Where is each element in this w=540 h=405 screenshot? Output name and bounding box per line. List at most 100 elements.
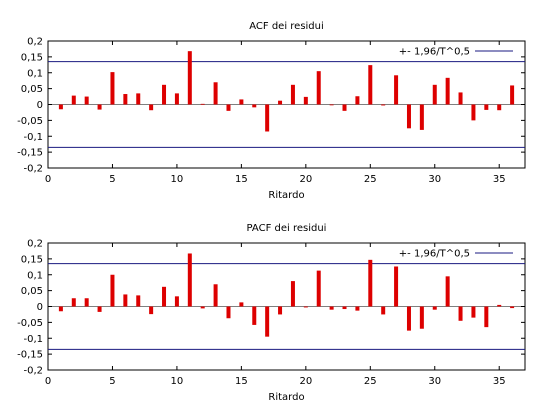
pacf-bar: [136, 295, 141, 307]
acf-bar: [381, 104, 386, 106]
acf-bar: [471, 104, 476, 121]
pacf-title: PACF dei residui: [247, 223, 327, 234]
acf-ytick-label: -0,1: [23, 132, 43, 143]
pacf-bar: [316, 270, 321, 307]
pacf-xtick-label: 15: [235, 376, 248, 387]
pacf-bar: [123, 294, 128, 307]
pacf-bar: [213, 284, 218, 307]
acf-bar: [71, 95, 76, 105]
acf-bar: [123, 94, 128, 105]
acf-bar: [510, 85, 515, 105]
acf-ytick-label: 0,2: [27, 37, 43, 48]
acf-bar: [84, 96, 89, 105]
pacf-bar: [58, 306, 63, 312]
pacf-bar: [432, 306, 437, 310]
acf-xtick-label: 25: [364, 174, 377, 185]
acf-xtick-label: 5: [109, 174, 115, 185]
acf-bar: [342, 104, 347, 111]
acf-xtick-label: 20: [299, 174, 312, 185]
acf-bar: [329, 104, 334, 106]
pacf-bar: [252, 306, 257, 325]
pacf-bar: [484, 306, 489, 328]
acf-bar: [355, 96, 360, 105]
acf-bar: [432, 84, 437, 105]
pacf-ytick-label: -0,05: [17, 318, 43, 329]
acf-bar: [149, 104, 154, 111]
acf-bar: [445, 77, 450, 105]
acf-bar: [252, 104, 257, 108]
pacf-bar: [368, 259, 373, 307]
pacf-bar: [394, 266, 399, 307]
acf-bar: [200, 103, 205, 105]
pacf-bar: [458, 306, 463, 321]
pacf-bar: [303, 306, 308, 308]
pacf-bar: [381, 306, 386, 315]
acf-bar: [290, 84, 295, 105]
acf-bar: [213, 82, 218, 105]
acf-ytick-label: 0,05: [21, 84, 43, 95]
pacf-ytick-label: 0,05: [21, 286, 43, 297]
pacf-bar: [497, 304, 502, 307]
pacf-xtick-label: 0: [45, 376, 51, 387]
acf-bar: [174, 93, 179, 105]
acf-bar: [162, 84, 167, 105]
acf-xlabel: Ritardo: [268, 190, 304, 201]
pacf-bar: [510, 306, 515, 309]
acf-legend-label: +- 1,96/T^0,5: [399, 47, 470, 58]
pacf-xlabel: Ritardo: [268, 392, 304, 403]
acf-bar: [303, 96, 308, 105]
pacf-bar: [406, 306, 411, 331]
acf-xtick-label: 35: [493, 174, 506, 185]
pacf-bar: [226, 306, 231, 319]
pacf-xtick-label: 20: [299, 376, 312, 387]
pacf-bar: [84, 298, 89, 307]
pacf-panel: PACF dei residui 0,2 0,15 0,1 0,05 0 -0,05 -0,1…: [17, 223, 526, 403]
pacf-xtick-label: 25: [364, 376, 377, 387]
pacf-xtick-label: 10: [171, 376, 184, 387]
pacf-bar: [200, 306, 205, 309]
pacf-bar: [110, 274, 115, 307]
pacf-bar: [342, 306, 347, 310]
acf-bar: [406, 104, 411, 129]
acf-ytick-label: -0,15: [17, 148, 43, 159]
acf-bar: [58, 104, 63, 110]
pacf-bar: [419, 306, 424, 329]
acf-bar: [419, 104, 424, 130]
acf-bar: [97, 104, 102, 110]
acf-xtick-label: 10: [171, 174, 184, 185]
acf-bar: [316, 71, 321, 105]
pacf-bar: [290, 281, 295, 307]
acf-bar: [458, 92, 463, 105]
pacf-ytick-label: 0,15: [21, 254, 43, 265]
acf-ytick-label: 0,15: [21, 52, 43, 63]
pacf-ytick-label: 0: [37, 302, 43, 313]
acf-xtick-label: 15: [235, 174, 248, 185]
acf-bar: [394, 75, 399, 105]
acf-bar: [484, 104, 489, 110]
acf-panel: ACF dei residui 0,2 0,15 0,1 0,05 0 -0,05 -0,1 -…: [17, 21, 526, 201]
acf-ytick-label: 0: [37, 100, 43, 111]
acf-title: ACF dei residui: [249, 21, 324, 32]
pacf-xtick-label: 30: [428, 376, 441, 387]
acf-ytick-label: -0,2: [23, 164, 43, 175]
acf-bar: [110, 72, 115, 105]
acf-bar: [239, 99, 244, 105]
pacf-ytick-label: 0,1: [27, 270, 43, 281]
pacf-bar: [278, 306, 283, 315]
pacf-bar: [329, 306, 334, 310]
pacf-bar: [355, 306, 360, 311]
pacf-bar: [174, 296, 179, 307]
pacf-legend-label: +- 1,96/T^0,5: [399, 249, 470, 260]
pacf-bar: [162, 286, 167, 307]
acf-ytick-label: -0,05: [17, 116, 43, 127]
pacf-bar: [445, 276, 450, 307]
pacf-ytick-label: -0,15: [17, 350, 43, 361]
pacf-bar: [471, 306, 476, 318]
pacf-bar: [265, 306, 270, 337]
acf-xtick-label: 30: [428, 174, 441, 185]
pacf-ytick-label: -0,1: [23, 334, 43, 345]
acf-bar: [265, 104, 270, 132]
pacf-xtick-label: 35: [493, 376, 506, 387]
